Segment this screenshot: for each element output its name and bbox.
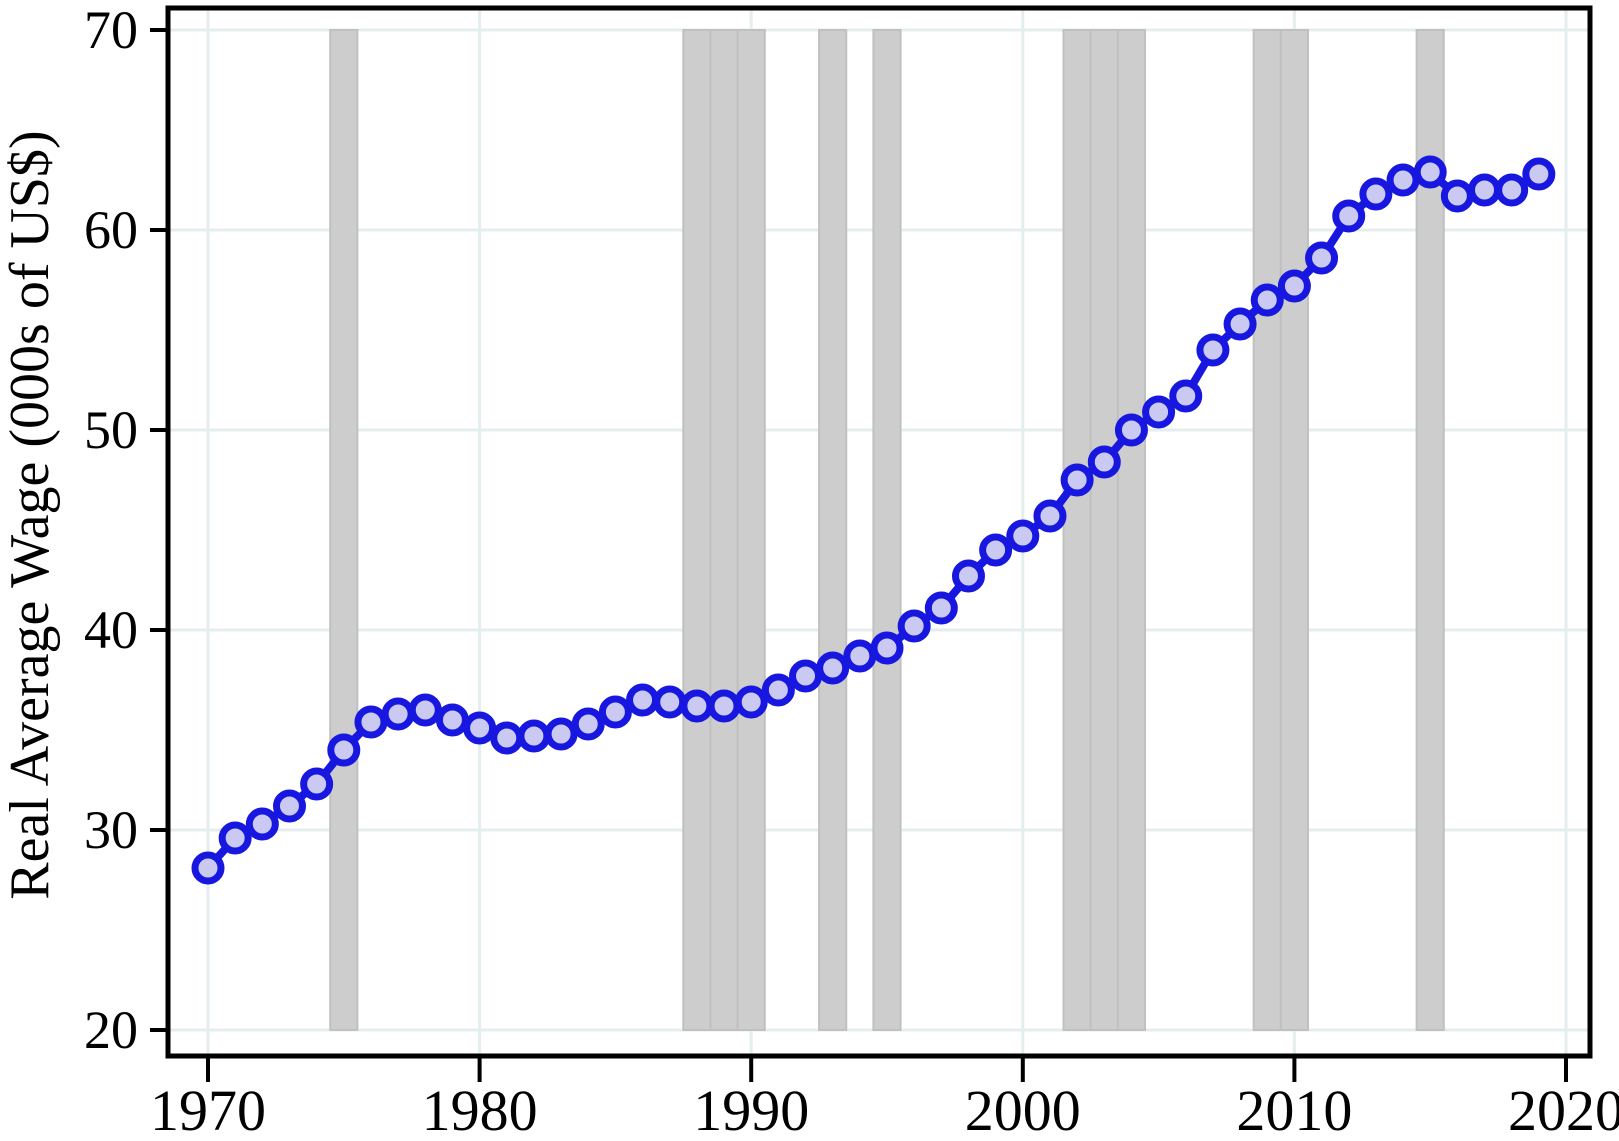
data-point-1984 [571, 707, 605, 741]
data-point-1997 [924, 591, 958, 625]
y-tick-label-30: 30 [84, 800, 138, 860]
data-point-1996 [897, 609, 931, 643]
shaded-band-2003 [1089, 29, 1119, 1031]
shaded-band-1989 [709, 29, 739, 1031]
shaded-band-2009 [1252, 29, 1282, 1031]
data-point-1979 [435, 703, 469, 737]
data-point-2003 [1087, 445, 1121, 479]
axis-tick-layer [150, 28, 1568, 1082]
data-point-2011 [1305, 241, 1339, 275]
data-point-2009 [1250, 283, 1284, 317]
data-point-2001 [1033, 499, 1067, 533]
shaded-band-layer [329, 29, 1445, 1031]
data-point-2008 [1223, 307, 1257, 341]
data-point-2002 [1060, 463, 1094, 497]
data-point-1981 [490, 721, 524, 755]
data-point-1989 [707, 689, 741, 723]
data-point-1973 [272, 789, 306, 823]
shaded-band-2004 [1116, 29, 1147, 1031]
data-point-1970 [191, 851, 225, 885]
data-point-1986 [626, 683, 660, 717]
data-point-2012 [1332, 199, 1366, 233]
data-series-layer [191, 155, 1556, 885]
shaded-band-1995 [872, 29, 902, 1031]
data-point-1972 [245, 807, 279, 841]
data-point-1990 [734, 685, 768, 719]
data-point-2015 [1413, 155, 1447, 189]
data-point-2019 [1522, 157, 1556, 191]
data-point-2000 [1006, 519, 1040, 553]
data-point-2017 [1468, 173, 1502, 207]
data-point-1980 [463, 711, 497, 745]
data-point-1974 [300, 767, 334, 801]
x-tick-label-1980: 1980 [422, 1078, 538, 1141]
data-point-1992 [789, 659, 823, 693]
data-point-1995 [870, 631, 904, 665]
data-point-1999 [979, 533, 1013, 567]
data-point-1994 [843, 639, 877, 673]
data-point-1982 [517, 719, 551, 753]
data-point-1985 [598, 695, 632, 729]
shaded-band-2015 [1415, 29, 1445, 1031]
data-point-1978 [408, 693, 442, 727]
data-point-2018 [1495, 173, 1529, 207]
data-point-1988 [680, 689, 714, 723]
y-tick-label-50: 50 [84, 400, 138, 460]
data-point-2014 [1386, 163, 1420, 197]
data-point-1987 [653, 685, 687, 719]
x-tick-label-2000: 2000 [965, 1078, 1081, 1141]
data-point-1977 [381, 697, 415, 731]
data-point-1991 [761, 673, 795, 707]
y-tick-label-20: 20 [84, 1000, 138, 1060]
data-point-2010 [1277, 269, 1311, 303]
data-point-2004 [1114, 413, 1148, 447]
shaded-band-2010 [1279, 29, 1309, 1031]
data-point-2016 [1440, 179, 1474, 213]
x-tick-label-2010: 2010 [1236, 1078, 1352, 1141]
data-point-2007 [1196, 333, 1230, 367]
data-point-1975 [327, 733, 361, 767]
axis-tick-label-layer: 20 30 40 50 60 70 1970 1980 1990 2000 2010 2020 [84, 0, 1619, 1141]
data-point-2013 [1359, 177, 1393, 211]
data-point-2006 [1169, 379, 1203, 413]
y-axis-title: Real Average Wage (000s of US$) [0, 130, 61, 899]
shaded-band-2002 [1062, 29, 1092, 1031]
data-point-2005 [1142, 395, 1176, 429]
data-point-1976 [354, 705, 388, 739]
data-point-1998 [951, 559, 985, 593]
shaded-band-1993 [818, 29, 848, 1031]
y-tick-label-70: 70 [84, 0, 138, 60]
data-point-1983 [544, 717, 578, 751]
y-tick-label-40: 40 [84, 600, 138, 660]
data-point-1971 [218, 821, 252, 855]
plot-border [165, 5, 1593, 1059]
shaded-band-1988 [682, 29, 712, 1031]
x-tick-label-1990: 1990 [693, 1078, 809, 1141]
shaded-band-1990 [736, 29, 766, 1031]
data-point-1993 [816, 651, 850, 685]
x-tick-label-2020: 2020 [1508, 1078, 1619, 1141]
x-tick-label-1970: 1970 [150, 1078, 266, 1141]
y-tick-label-60: 60 [84, 200, 138, 260]
shaded-band-1975 [329, 29, 359, 1031]
